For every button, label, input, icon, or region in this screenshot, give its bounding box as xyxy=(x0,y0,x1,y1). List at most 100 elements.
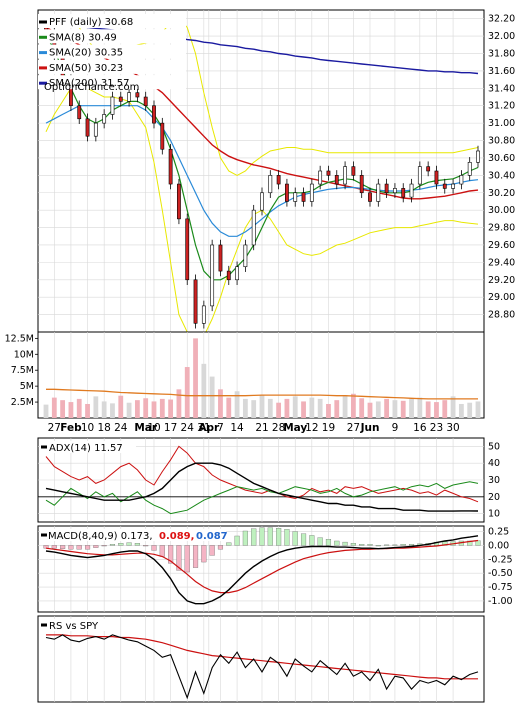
x-tick-label: 28 xyxy=(272,422,285,434)
volume-bar xyxy=(242,398,248,418)
candle-body xyxy=(93,122,98,137)
volume-bar xyxy=(159,398,165,418)
volume-sma-line xyxy=(46,388,478,400)
x-tick-label: 7 xyxy=(217,422,224,434)
macd-histogram-bar xyxy=(375,545,381,547)
volume-bar xyxy=(425,401,431,418)
volume-bar xyxy=(201,363,207,418)
volume-bar xyxy=(367,402,373,418)
y-tick-label: 30.60 xyxy=(488,153,515,164)
macd-histogram-bar xyxy=(51,545,57,549)
candle-body xyxy=(309,183,314,202)
candle-body xyxy=(168,148,173,185)
volume-bar xyxy=(93,396,99,418)
volume-bar xyxy=(350,393,356,418)
macd-histogram-bar xyxy=(300,533,307,546)
volume-bar xyxy=(301,401,306,418)
volume-bar xyxy=(151,401,157,418)
macd-panel: 0.25 0.00 -0.25 -0.50 -0.75 -1.00 MACD(8,40,9)… xyxy=(37,525,513,613)
x-tick-label: 17 xyxy=(164,422,177,434)
volume-bar xyxy=(126,402,132,418)
candle-body xyxy=(393,188,397,194)
watermark-text: OptionChance.com xyxy=(44,82,139,93)
y-tick-label: -0.50 xyxy=(488,568,513,579)
volume-bar xyxy=(110,403,115,418)
x-tick-label: 30 xyxy=(446,422,459,434)
y-tick-label: 10 xyxy=(488,509,500,520)
volume-bar xyxy=(193,338,198,418)
y-tick-label: 30.00 xyxy=(488,205,515,216)
y-tick-label: 20 xyxy=(488,492,500,503)
candle-body xyxy=(102,114,107,124)
volume-bar xyxy=(251,400,257,418)
macd-histogram-bar xyxy=(259,527,265,546)
sma20-line xyxy=(45,105,479,237)
volume-bar xyxy=(375,401,381,418)
candle-body xyxy=(218,244,223,272)
volume-bar xyxy=(384,398,390,418)
x-tick-label: 14 xyxy=(230,422,244,434)
volume-bar xyxy=(334,400,340,418)
x-tick-label: 31 xyxy=(197,422,210,434)
macd-histogram-bar xyxy=(276,528,282,546)
y-tick-label: 31.40 xyxy=(488,83,515,94)
x-tick-label: Feb xyxy=(60,422,82,434)
volume-bar xyxy=(267,398,273,418)
volume-bar xyxy=(209,376,215,418)
x-tick-label: 10 xyxy=(147,422,160,434)
volume-bar xyxy=(292,396,298,418)
macd-histogram-bar xyxy=(226,542,232,546)
volume-bar xyxy=(218,389,223,418)
x-tick-label: Apr xyxy=(198,422,220,434)
volume-bar xyxy=(434,402,439,418)
volume-bar xyxy=(101,401,107,418)
macd-histogram-bar xyxy=(251,528,257,546)
macd-histogram-bar xyxy=(217,545,224,550)
y-tick-label: 29.60 xyxy=(488,240,515,251)
candle-body xyxy=(243,244,248,268)
rs-panel: RS vs SPY xyxy=(37,615,485,703)
x-tick-label: May xyxy=(283,422,307,434)
plus-di-line xyxy=(45,481,479,515)
macd-histogram-bar xyxy=(392,544,398,546)
y-tick-label: -0.25 xyxy=(488,554,513,565)
candle-body xyxy=(235,266,239,281)
y-tick-label: 30.80 xyxy=(488,136,515,147)
candle-body xyxy=(334,175,339,185)
y-tick-label: 50 xyxy=(488,441,500,452)
macd-histogram-bar xyxy=(159,545,165,557)
rs-line xyxy=(45,634,479,700)
y-tick-label: 40 xyxy=(488,458,500,469)
volume-bar xyxy=(68,402,74,418)
x-tick-label: 27 xyxy=(347,422,360,434)
volume-tick-label: 5M xyxy=(20,381,34,392)
macd-label: MACD(8,40,9) 0.173, xyxy=(48,531,153,542)
macd-histogram-bar xyxy=(126,542,132,546)
volume-bar xyxy=(450,396,456,418)
macd-histogram-bar xyxy=(60,545,66,549)
volume-bar xyxy=(60,400,66,418)
volume-panel: 12.5M 10M 7.5M 5M 2.5M xyxy=(5,331,485,419)
volume-bar xyxy=(234,391,240,418)
y-tick-label: 29.20 xyxy=(488,275,515,286)
y-tick-label: 28.80 xyxy=(488,310,515,321)
candle-body xyxy=(476,150,480,163)
y-tick-label: 30 xyxy=(488,475,500,486)
candle-body xyxy=(417,166,422,185)
candle-body xyxy=(152,105,156,124)
candle-body xyxy=(193,279,198,324)
macd-histogram-bar xyxy=(334,540,340,546)
volume-tick-label: 10M xyxy=(14,349,34,360)
candle-body xyxy=(127,92,131,102)
macd-histogram-bar xyxy=(143,545,149,547)
volume-bar xyxy=(284,398,290,418)
legend-entry: SMA(8) 30.49 xyxy=(49,32,117,43)
volume-bar xyxy=(168,399,174,418)
y-tick-label: 32.20 xyxy=(488,14,515,25)
candle-body xyxy=(118,96,123,102)
candle-body xyxy=(77,105,82,120)
rs-label-background xyxy=(40,619,116,631)
candle-body xyxy=(293,192,298,202)
y-tick-label: 0.25 xyxy=(488,527,509,538)
